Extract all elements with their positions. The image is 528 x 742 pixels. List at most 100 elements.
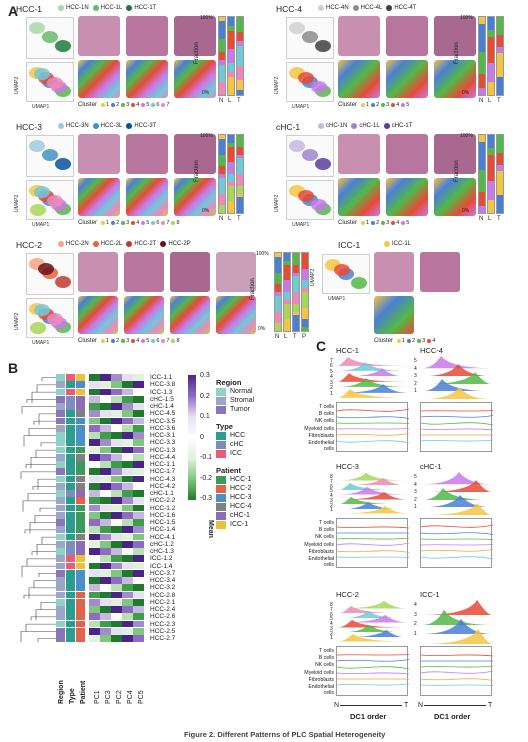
cluster-number: 5 [406, 102, 410, 108]
he-tissue-image [434, 134, 476, 174]
heatmap-cell [133, 613, 144, 620]
ridge-label: 4 [330, 493, 333, 499]
ridge-label: 2 [330, 630, 333, 637]
he-tissue-image [78, 134, 120, 174]
heatmap-row-label: cHC-1.3 [150, 548, 174, 555]
colorbar-tick: 0.3 [200, 372, 210, 379]
cluster-dot [381, 221, 386, 225]
heatmap-cell [122, 519, 133, 526]
heatmap-cell [100, 504, 111, 512]
sample-block: ICC-1 ICC-1L UMAP1 UMAP2 Cluster 1 2 3 4 [310, 240, 460, 350]
heatmap-cell [100, 432, 111, 439]
legend-swatch [216, 431, 226, 440]
cluster-number: 5 [146, 338, 150, 344]
annotation-cell [76, 395, 85, 403]
annotation-cell [56, 577, 65, 584]
cluster-dot [151, 221, 156, 225]
heatmap-cell [122, 461, 133, 468]
cluster-dot [371, 221, 376, 225]
fraction-tick-0: 0% [202, 208, 210, 214]
fraction-bar-label: L [228, 98, 232, 104]
heatmap-cell [100, 446, 111, 454]
sample-legend-item: HCC-2T [122, 241, 156, 247]
fraction-segment [228, 201, 234, 213]
ridge-label: 1 [330, 635, 333, 642]
fraction-segment [302, 288, 308, 292]
ridge-label: 5 [414, 358, 417, 364]
umap-y-label: UMAP2 [274, 194, 280, 212]
dendrogram-branch [20, 631, 56, 643]
heatmap-cell [111, 562, 122, 570]
ridge-area [338, 610, 408, 619]
legend-swatch [216, 449, 226, 458]
heatmap-row [56, 432, 144, 439]
heatmap-cell [133, 627, 144, 635]
annotation-cell [76, 555, 85, 562]
annotation-cell [56, 555, 65, 562]
heatmap-cell [100, 410, 111, 417]
heatmap-cell [89, 540, 100, 548]
fraction-segment [479, 24, 485, 53]
celltype-curve [336, 422, 410, 424]
umap-x-label: UMAP1 [292, 104, 310, 110]
heatmap-cell [89, 598, 100, 606]
cluster-spatial-map [78, 60, 120, 98]
annotation-cell [66, 562, 75, 570]
annotation-cell [56, 620, 65, 628]
annotation-cell [66, 511, 75, 519]
fraction-segment [237, 31, 243, 42]
panel-c-label: C [316, 338, 327, 354]
annotation-cell [56, 635, 65, 642]
dendrogram-branch [27, 493, 56, 501]
heatmap-cell [133, 526, 144, 533]
annotation-cell [76, 635, 85, 642]
umap-scatter [29, 22, 71, 52]
heatmap-cell [122, 591, 133, 599]
annotation-cell [56, 461, 65, 468]
celltype-curve [420, 415, 494, 418]
ridge-density [338, 384, 408, 393]
cluster-dot [151, 339, 156, 343]
annotation-cell [76, 519, 85, 526]
annotation-cell [66, 504, 75, 512]
heatmap-row-label: cHC-1.2 [150, 540, 174, 548]
dendrogram-branch [41, 536, 56, 545]
fraction-bar [496, 16, 504, 96]
heatmap-cell [100, 598, 111, 606]
heatmap-cell [111, 461, 122, 468]
heatmap-row-label: HCC-3.4 [150, 577, 176, 584]
fraction-axis-label: Fraction [454, 42, 460, 64]
cluster-spatial-map [174, 60, 216, 98]
heatmap-cell [111, 548, 122, 555]
fraction-bar-label: N [219, 98, 224, 104]
umap-scatter [289, 67, 331, 97]
fraction-segment [479, 135, 485, 143]
annotation-cell [66, 374, 75, 381]
heatmap-cell [111, 627, 122, 635]
celltype-label: B cells [318, 527, 334, 534]
fraction-tick-0: 0% [202, 90, 210, 96]
umap-y-label: UMAP2 [310, 268, 316, 286]
ridge-density [422, 379, 492, 392]
annotation-cell [56, 439, 65, 446]
heatmap-cell [133, 482, 144, 490]
ridge-area [338, 362, 408, 371]
fraction-bar [227, 16, 235, 96]
heatmap-row-label: HCC-1.4 [150, 526, 176, 534]
heatmap-row-label: HCC-2.5 [150, 627, 176, 635]
cluster-dot [171, 221, 176, 225]
cluster-spatial-map [78, 296, 118, 334]
celltype-curve [420, 538, 494, 540]
heatmap-cell [122, 526, 133, 533]
heatmap-cell [122, 381, 133, 388]
heatmap-row [56, 591, 144, 599]
ridge-density [338, 389, 407, 399]
cluster-spatial-map [338, 178, 380, 216]
ridge-density [338, 482, 408, 491]
celltype-curves-box [336, 402, 410, 452]
sample-name: HCC-4L [360, 5, 383, 11]
heatmap-cell [111, 388, 122, 396]
legend-swatch [216, 475, 226, 484]
heatmap-row-label: HCC-4.1 [150, 533, 176, 541]
fraction-bar [236, 134, 244, 214]
